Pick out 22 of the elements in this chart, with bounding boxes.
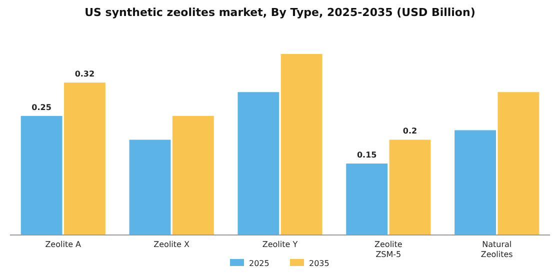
data-label: 0.32 — [74, 70, 95, 79]
data-label: 0.2 — [402, 126, 418, 136]
x-tick-label: Zeolite X — [154, 240, 190, 249]
legend-label: 2025 — [249, 259, 270, 268]
bar — [64, 82, 106, 235]
bar — [498, 92, 540, 235]
bar — [280, 54, 322, 235]
bar — [172, 116, 214, 235]
bar — [389, 140, 431, 235]
x-tick-label: Zeolite A — [45, 240, 82, 249]
legend-label: 2035 — [309, 259, 330, 268]
chart-title: US synthetic zeolites market, By Type, 2025-2035 (USD Billion) — [84, 6, 476, 19]
data-label: 0.25 — [32, 102, 52, 112]
x-tick-label: Natural Zeolites — [480, 240, 513, 259]
bar — [129, 140, 171, 235]
bar — [238, 92, 280, 235]
bar — [454, 130, 496, 235]
x-tick-label: Zeolite ZSM-5 — [374, 240, 402, 259]
x-tick-label: Zeolite Y — [262, 240, 298, 249]
bar — [346, 164, 388, 235]
data-label: 0.15 — [356, 150, 378, 160]
bar — [20, 116, 62, 235]
